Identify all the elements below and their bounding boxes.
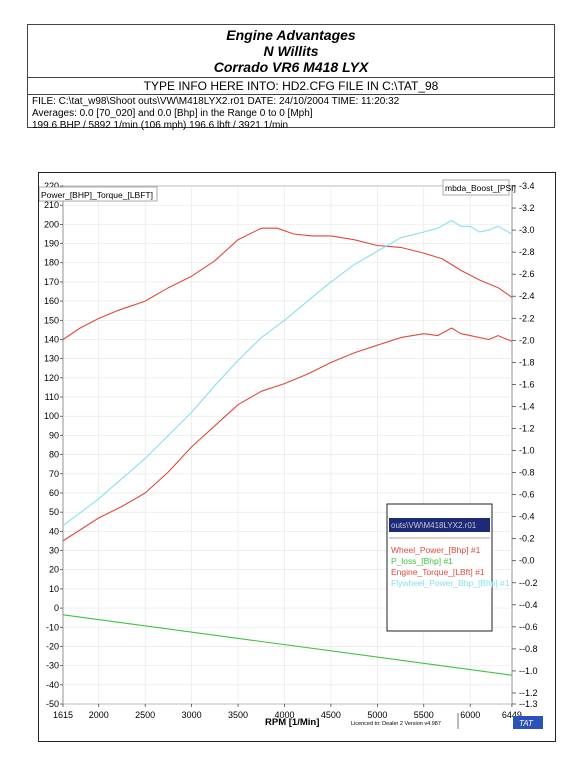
left-tick-label: 100 xyxy=(44,411,59,421)
right-tick-label: --0.8 xyxy=(519,644,538,654)
left-tick-label: 210 xyxy=(44,200,59,210)
right-tick-label: -1.6 xyxy=(519,379,535,389)
tat-badge xyxy=(513,716,543,729)
right-tick-label: -2.0 xyxy=(519,335,535,345)
x-tick-label: 3500 xyxy=(228,710,248,720)
right-tick-label: -1.0 xyxy=(519,446,535,456)
left-tick-label: 70 xyxy=(49,469,59,479)
type-info-bar: TYPE INFO HERE INTO: HD2.CFG FILE IN C:\… xyxy=(28,77,554,95)
left-tick-label: 220 xyxy=(44,181,59,191)
chart-grid xyxy=(62,185,513,705)
legend-title: outs\VW\M418LYX2.r01 xyxy=(391,521,477,530)
flywheel-power-line xyxy=(62,219,513,527)
left-tick-label: 60 xyxy=(49,488,59,498)
left-tick-label: 80 xyxy=(49,450,59,460)
tat-badge-label: TAT xyxy=(519,719,534,728)
right-tick-label: -3.0 xyxy=(519,225,535,235)
left-tick-label: 40 xyxy=(49,526,59,536)
right-tick-label: -3.4 xyxy=(519,181,535,191)
left-tick-label: 30 xyxy=(49,546,59,556)
left-tick-label: 180 xyxy=(44,258,59,268)
x-tick-label: 4000 xyxy=(274,710,294,720)
legend-title-bar xyxy=(389,518,490,532)
x-tick-label: 2000 xyxy=(89,710,109,720)
wheel-power-line xyxy=(62,327,513,542)
right-tick-label: -0.8 xyxy=(519,468,535,478)
right-tick-label: -1.2 xyxy=(519,423,535,433)
right-axis-title-box xyxy=(442,179,510,196)
left-tick-label: 190 xyxy=(44,239,59,249)
right-tick-label: --0.4 xyxy=(519,600,538,610)
x-axis-ticks: 1615 2000 2500 3000 3500 4000 4500 5000 5500 6000… xyxy=(53,704,522,720)
left-tick-label: 200 xyxy=(44,219,59,229)
right-tick-label: -0.4 xyxy=(519,512,535,522)
right-tick-label: -0.6 xyxy=(519,490,535,500)
header-title-customer: N Willits xyxy=(263,43,319,59)
left-tick-label: 150 xyxy=(44,315,59,325)
left-axis-ticks: 2202102001901801701601501401301201101009… xyxy=(44,181,63,709)
legend-item-wheel-power: Wheel_Power_[Bhp] #1 xyxy=(391,545,481,555)
right-axis-title: mbda_Boost_[PSI] xyxy=(445,183,516,193)
legend: outs\VW\M418LYX2.r01 Wheel_Power_[Bhp] #… xyxy=(386,503,510,632)
x-tick-label: 4500 xyxy=(321,710,341,720)
right-tick-label: -1.4 xyxy=(519,401,535,411)
left-tick-label: 10 xyxy=(49,584,59,594)
left-tick-label: 50 xyxy=(49,507,59,517)
left-tick-label: 170 xyxy=(44,277,59,287)
right-axis-ticks: -3.4 -3.2 -3.0 -2.8 -2.6 -2.4 -2.2 -2.0 -1.8 -1.6… xyxy=(512,181,538,709)
left-tick-label: -40 xyxy=(46,680,59,690)
right-tick-label: -3.2 xyxy=(519,203,535,213)
left-tick-label: -10 xyxy=(46,622,59,632)
right-tick-label: --1.2 xyxy=(519,688,538,698)
right-tick-label: --1.0 xyxy=(519,666,538,676)
left-tick-label: 160 xyxy=(44,296,59,306)
legend-item-p-loss: P_loss_[Bhp] #1 xyxy=(391,556,453,566)
left-tick-label: 130 xyxy=(44,354,59,364)
header-title-vehicle: Corrado VR6 M418 LYX xyxy=(213,59,369,75)
report-header: Engine Advantages N Willits Corrado VR6 … xyxy=(27,24,555,131)
series-lines xyxy=(62,219,513,676)
x-tick-label: 1615 xyxy=(53,710,73,720)
left-tick-label: 140 xyxy=(44,334,59,344)
x-axis-label: RPM [1/Min] xyxy=(265,717,319,728)
x-tick-label: 5500 xyxy=(414,710,434,720)
right-tick-label: -2.6 xyxy=(519,269,535,279)
left-tick-label: 20 xyxy=(49,565,59,575)
left-axis-title-box xyxy=(38,186,158,202)
right-tick-label: --0.2 xyxy=(519,578,538,588)
left-tick-label: -30 xyxy=(46,661,59,671)
x-tick-label: 3000 xyxy=(182,710,202,720)
left-tick-label: -20 xyxy=(46,641,59,651)
right-tick-label: --1.3 xyxy=(519,699,538,709)
right-tick-label: -0.0 xyxy=(519,556,535,566)
left-tick-label: 90 xyxy=(49,430,59,440)
right-tick-label: -2.2 xyxy=(519,313,535,323)
right-tick-label: -1.8 xyxy=(519,357,535,367)
p-loss-line xyxy=(62,614,512,676)
dyno-chart: 2202102001901801701601501401301201101009… xyxy=(38,179,543,729)
legend-item-flywheel-power: Flywheel_Power_Bhp_[Bhp] #1 xyxy=(391,578,510,588)
averages-line: Averages: 0.0 [70_020] and 0.0 [Bhp] in … xyxy=(32,108,313,119)
x-tick-label: 5000 xyxy=(367,710,387,720)
file-info-line: FILE: C:\tat_w98\Shoot outs\VW\M418LYX2.… xyxy=(32,96,400,107)
chart-frame: 220 210 200 190 180 170 160 150 140 130 120 110 100 9… xyxy=(38,172,556,742)
right-tick-label: --0.6 xyxy=(519,622,538,632)
left-tick-label: -50 xyxy=(46,699,59,709)
left-tick-label: 120 xyxy=(44,373,59,383)
header-title-company: Engine Advantages xyxy=(226,27,356,43)
engine-torque-line xyxy=(62,227,513,340)
legend-item-engine-torque: Engine_Torque_[LBft] #1 xyxy=(391,567,485,577)
x-tick-label: 6000 xyxy=(460,710,480,720)
left-tick-label: 0 xyxy=(54,603,59,613)
left-axis-title: Power_[BHP]_Torque_[LBFT] xyxy=(41,190,153,200)
x-tick-label: 6449 xyxy=(502,710,522,720)
right-tick-label: -2.4 xyxy=(519,291,535,301)
right-tick-label: -2.8 xyxy=(519,247,535,257)
licence-note: Licenced to: Dealer 2 Version v4.987 xyxy=(351,721,441,727)
x-tick-label: 2500 xyxy=(135,710,155,720)
right-tick-label: -0.2 xyxy=(519,534,535,544)
left-tick-label: 110 xyxy=(45,392,59,402)
peak-values-line: 199.6 BHP / 5892 1/min (106 mph) 196.6 l… xyxy=(32,120,289,131)
